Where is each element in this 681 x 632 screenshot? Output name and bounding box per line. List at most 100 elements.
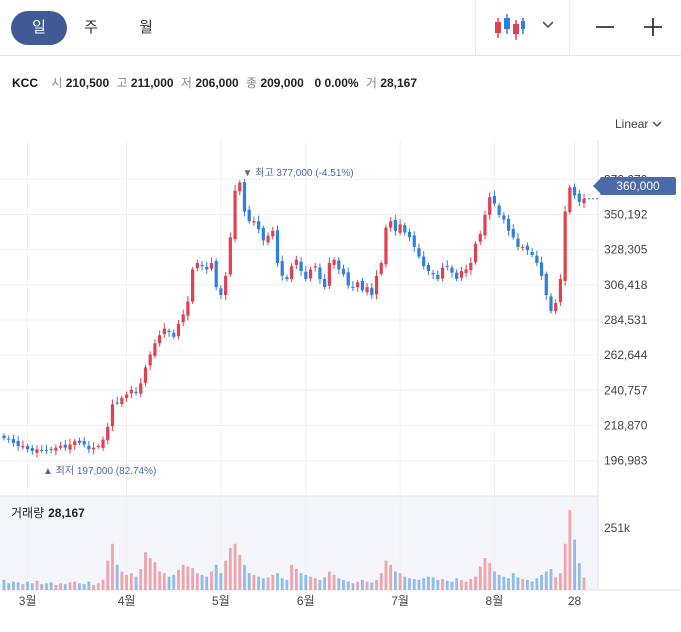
volume-bar [342,579,345,590]
change-percent: 0.00% [324,76,359,90]
toolbar-divider [569,0,570,56]
volume-bar [389,564,393,590]
candle-body [431,272,435,275]
open-label: 시 [51,76,63,90]
volume-bar [375,579,378,590]
volume-bar [191,568,195,590]
candle-body [16,440,20,447]
volume-bar [45,583,48,590]
volume-bar [54,584,58,590]
volume-bar [125,574,129,590]
volume-bar [238,554,242,590]
volume-value: 28,167 [380,76,418,90]
candle-body [365,287,369,293]
volume-bar [445,580,449,590]
volume-bar [436,579,440,590]
candle-body [511,228,515,238]
candle-body [506,218,511,231]
plus-icon[interactable] [640,14,666,40]
price-chart[interactable]: 372,079350,192328,305306,418284,531262,6… [0,140,681,610]
candle-body [257,221,261,230]
candle-body [577,193,581,202]
candle-body [445,265,449,267]
candle-body [299,261,303,272]
candle-body [436,274,440,280]
candle-body [313,266,317,268]
candle-body [412,235,416,247]
scale-mode-label: Linear [615,117,649,131]
tab-monthly[interactable]: 월 [139,19,153,36]
volume-bar [497,574,501,590]
y-tick-label: 262,644 [604,348,648,362]
volume-bar [111,543,114,590]
candle-body [49,448,53,450]
scale-mode-dropdown[interactable]: Linear [615,117,662,131]
y-tick-label: 196,983 [604,454,648,468]
candle-body [261,227,265,241]
volume-bar [450,581,454,590]
candle-body [252,221,256,223]
tab-weekly[interactable]: 주 [84,19,98,36]
volume-bar [92,584,95,590]
candle-body [530,252,534,255]
candle-body [426,264,430,272]
candle-body [360,280,364,291]
candle-body [129,389,133,394]
volume-bar [408,578,411,590]
candle-body [35,449,39,453]
x-tick-label: 5월 [212,594,230,608]
volume-bar [469,579,473,590]
x-tick-label: 8월 [486,594,504,608]
candle-body [30,448,34,451]
tab-daily[interactable]: 일 [11,11,67,45]
high-marker-label: ▼ 최고 377,000 (-4.51%) [242,167,354,179]
volume-bar [577,563,581,590]
candle-body [134,391,138,394]
volume-bar [332,574,336,590]
candlestick-icon[interactable] [492,12,526,42]
volume-bar [554,577,558,590]
volume-bar [403,576,407,590]
candle-body [96,446,100,448]
volume-bar [16,582,20,590]
volume-bar [464,581,468,590]
volume-bar [181,564,185,590]
volume-bar [2,579,6,590]
volume-bar [540,574,543,590]
volume-bar [563,543,567,590]
volume-bar [483,558,487,590]
candle-body [110,404,115,427]
chevron-down-icon[interactable] [538,15,558,35]
candle-body [158,335,162,344]
volume-title-value: 28,167 [48,506,85,520]
volume-bar [214,564,218,590]
candle-body [464,269,468,273]
candle-body [87,445,91,450]
volume-bar [412,579,416,590]
candle-body [337,260,341,270]
volume-bar [148,558,152,590]
volume-bar [30,583,34,590]
candle-body [58,446,63,448]
y-tick-label: 328,305 [604,243,648,257]
volume-bar [172,574,176,590]
volume-bar [351,583,355,590]
y-tick-label: 218,870 [604,418,648,432]
volume-panel-title: 거래량 28,167 [11,504,85,521]
candle-body [440,267,445,279]
volume-bar [516,577,520,590]
volume-bar [228,548,232,590]
candle-body [271,230,275,237]
candle-body [304,271,308,280]
volume-bar [356,581,360,590]
candle-body [125,394,129,398]
candle-body [101,439,105,449]
volume-bar [101,579,105,590]
candle-body [115,402,119,404]
candle-body [290,266,294,280]
volume-bar [73,581,77,590]
candle-body [389,221,393,228]
minus-icon[interactable] [592,14,618,40]
candle-body [582,198,586,204]
candle-body [224,275,228,296]
